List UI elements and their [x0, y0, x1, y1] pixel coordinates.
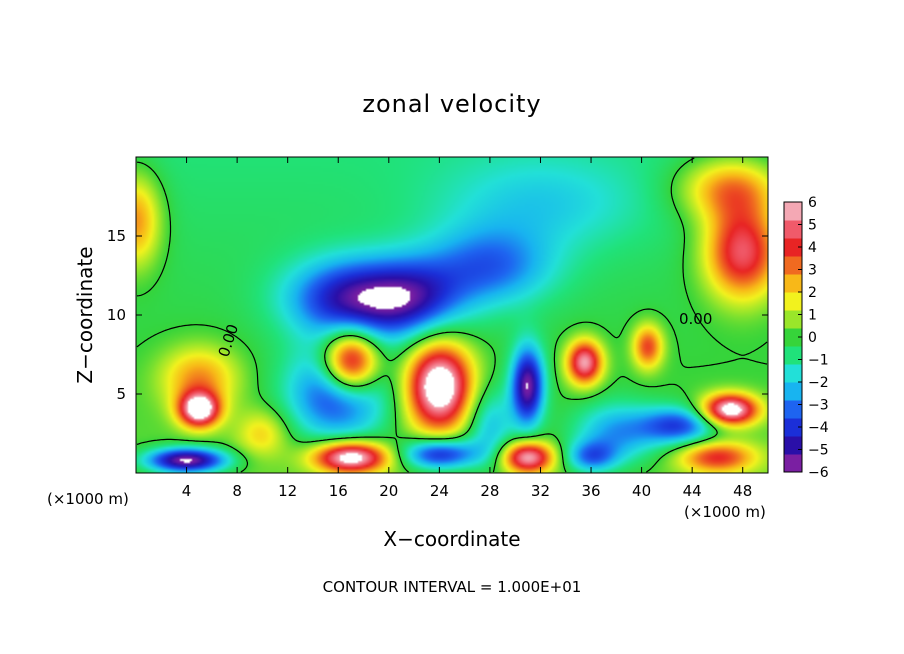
zero-contour-lines: [136, 157, 768, 473]
colorbar-swatch: [784, 202, 802, 221]
colorbar-swatch: [784, 220, 802, 239]
x-tick-label: 12: [278, 482, 297, 500]
colorbar-tick-label: −1: [808, 353, 829, 369]
x-tick-label: 20: [379, 482, 398, 500]
zero-contour-path: [136, 157, 768, 473]
x-tick-label: 24: [430, 482, 449, 500]
x-tick-label: 28: [480, 482, 499, 500]
colorbar-swatch: [784, 238, 802, 257]
x-unit-label: (×1000 m): [684, 503, 766, 521]
colorbar-tick-label: −3: [808, 398, 829, 414]
colorbar-tick-label: 4: [808, 240, 817, 256]
x-tick-label: 32: [531, 482, 550, 500]
x-tick-label: 40: [632, 482, 651, 500]
x-tick-label: 8: [232, 482, 242, 500]
x-axis-label: X−coordinate: [383, 527, 520, 551]
colorbar-swatch: [784, 256, 802, 275]
x-tick-label: 36: [581, 482, 600, 500]
heatmap-field: [136, 157, 768, 473]
colorbar-swatch: [784, 400, 802, 419]
y-tick-label: 10: [107, 306, 126, 324]
y-tick-label: 15: [107, 227, 126, 245]
colorbar-tick-label: 3: [808, 263, 817, 279]
colorbar-tick-label: 6: [808, 195, 817, 211]
colorbar-swatch: [784, 418, 802, 437]
contour-interval-footer: CONTOUR INTERVAL = 1.000E+01: [323, 578, 582, 596]
colorbar-swatch: [784, 310, 802, 329]
colorbar-tick-label: 1: [808, 308, 817, 324]
colorbar-tick-label: 0: [808, 330, 817, 346]
colorbar-tick-label: 2: [808, 285, 817, 301]
colorbar: 6 5 4 3 2 1 0 −1 −2 −3 −4 −5 −6: [783, 195, 829, 481]
colorbar-swatch: [784, 364, 802, 383]
colorbar-swatch: [784, 382, 802, 401]
x-tick-label: 16: [329, 482, 348, 500]
colorbar-swatch: [784, 454, 802, 473]
y-axis-ticks: 5 10 15: [107, 227, 768, 403]
colorbar-swatch: [784, 436, 802, 455]
colorbar-swatch: [784, 292, 802, 311]
x-tick-label: 44: [683, 482, 702, 500]
y-tick-label: 5: [116, 385, 126, 403]
y-axis-label: Z−coordinate: [73, 246, 97, 383]
colorbar-swatch: [784, 328, 802, 347]
colorbar-tick-label: −4: [808, 420, 829, 436]
chart-title: zonal velocity: [362, 90, 541, 118]
colorbar-swatches: [783, 201, 803, 473]
x-tick-label: 4: [182, 482, 192, 500]
colorbar-labels: 6 5 4 3 2 1 0 −1 −2 −3 −4 −5 −6: [798, 195, 829, 481]
colorbar-tick-label: −6: [808, 465, 829, 481]
colorbar-tick-label: 5: [808, 218, 817, 234]
x-axis-ticks: 4 8 12 16 20 24 28 32 36 40 44 48: [182, 157, 752, 500]
colorbar-tick-label: −2: [808, 375, 829, 391]
contour-label-right: 0.00: [679, 310, 712, 328]
colorbar-swatch: [784, 346, 802, 365]
colorbar-swatch: [784, 274, 802, 293]
x-tick-label: 48: [733, 482, 752, 500]
colorbar-tick-label: −5: [808, 443, 829, 459]
y-unit-label: (×1000 m): [47, 490, 129, 508]
